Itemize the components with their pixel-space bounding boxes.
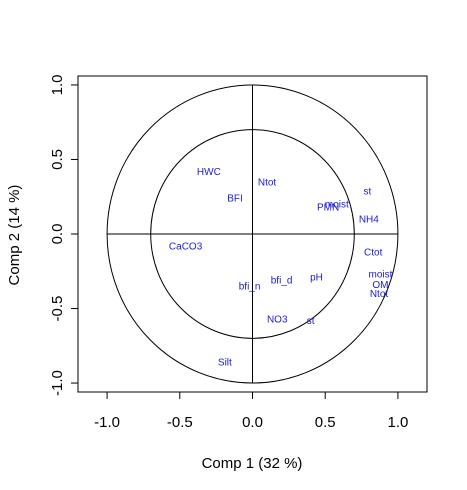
- y-tick-label: 0.0: [49, 224, 66, 245]
- x-axis: -1.0 -0.5 0.0 0.5 1.0: [94, 391, 408, 431]
- variable-label: BFI: [227, 194, 243, 205]
- x-tick-label: 0.5: [315, 414, 336, 431]
- variable-label: Ctot: [364, 247, 383, 258]
- y-tick-label: 0.5: [49, 149, 66, 170]
- variable-label: bfi_n: [239, 282, 261, 293]
- variable-label: moist: [325, 200, 349, 211]
- variable-label: pH: [310, 273, 323, 284]
- x-tick-label: -1.0: [94, 414, 120, 431]
- y-axis: -1.0 -0.5 0.0 0.5 1.0: [49, 75, 79, 396]
- variable-label: st: [363, 186, 371, 197]
- variable-label: PMN: [317, 203, 339, 214]
- variable-label: moist: [369, 270, 393, 281]
- variable-label: Ntot: [370, 289, 389, 300]
- variable-label: Silt: [218, 358, 232, 369]
- variable-label: st: [307, 316, 315, 327]
- x-axis-title: Comp 1 (32 %): [202, 455, 303, 472]
- variable-label: NO3: [267, 314, 288, 325]
- variable-labels: HWCNtotBFIstPMNmoistNH4CaCO3CtotmoistOMN…: [169, 167, 393, 369]
- variable-label: Ntot: [258, 177, 277, 188]
- variable-label: HWC: [197, 167, 221, 178]
- variable-label: CaCO3: [169, 241, 203, 252]
- y-axis-title: Comp 2 (14 %): [6, 185, 23, 286]
- variable-label: bfi_d: [271, 276, 293, 287]
- variable-label: OM: [372, 280, 388, 291]
- y-tick-label: -1.0: [49, 370, 66, 396]
- y-tick-label: 1.0: [49, 75, 66, 96]
- x-tick-label: -0.5: [167, 414, 193, 431]
- x-tick-label: 0.0: [242, 414, 263, 431]
- y-tick-label: -0.5: [49, 296, 66, 322]
- x-tick-label: 1.0: [387, 414, 408, 431]
- variable-label: NH4: [359, 215, 379, 226]
